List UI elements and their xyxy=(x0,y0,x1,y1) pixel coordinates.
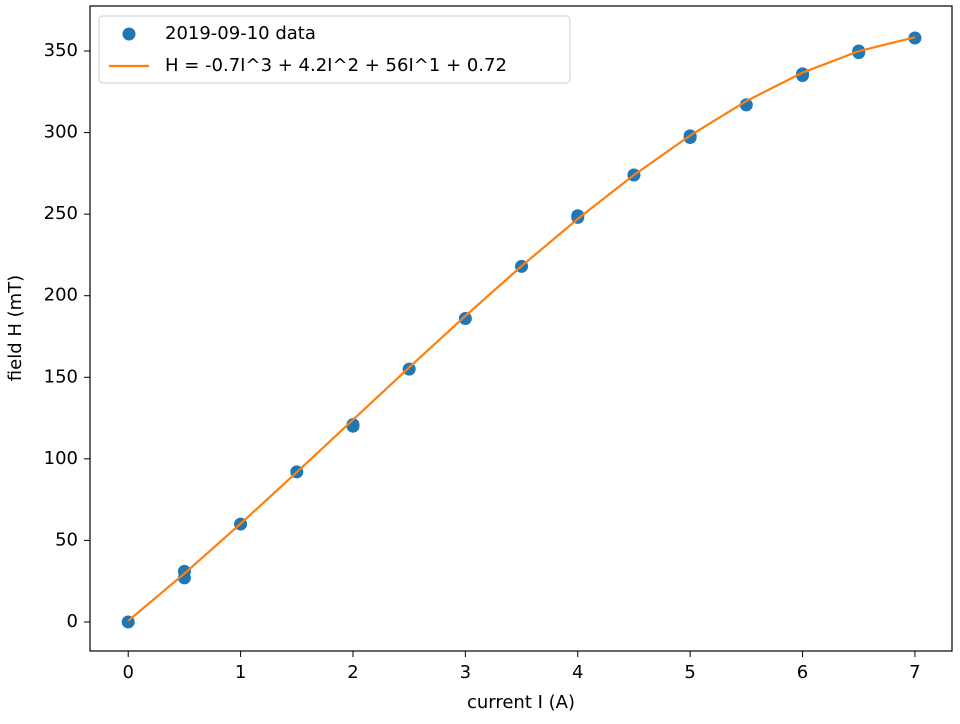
y-axis-label: field H (mT) xyxy=(5,275,26,381)
legend-label: 2019-09-10 data xyxy=(165,23,316,44)
x-tick-label: 2 xyxy=(347,662,358,683)
legend-marker xyxy=(122,27,136,41)
legend-label: H = -0.7I^3 + 4.2I^2 + 56I^1 + 0.72 xyxy=(165,55,507,76)
y-tick-label: 0 xyxy=(67,611,78,632)
legend-box xyxy=(98,15,571,84)
x-tick-label: 1 xyxy=(235,662,246,683)
data-point xyxy=(346,419,360,433)
y-tick-label: 250 xyxy=(44,203,78,224)
y-tick-label: 300 xyxy=(44,122,78,143)
y-tick-label: 350 xyxy=(44,40,78,61)
x-tick-label: 6 xyxy=(797,662,808,683)
x-axis-label: current I (A) xyxy=(467,692,575,713)
plot-frame xyxy=(89,5,953,652)
y-tick-label: 200 xyxy=(44,285,78,306)
x-tick-label: 7 xyxy=(909,662,920,683)
x-tick-label: 5 xyxy=(684,662,695,683)
x-tick-label: 3 xyxy=(460,662,471,683)
fit-line xyxy=(127,36,916,622)
y-tick-label: 100 xyxy=(44,448,78,469)
x-tick-label: 0 xyxy=(122,662,133,683)
data-point xyxy=(458,312,472,326)
data-point xyxy=(177,571,191,585)
y-tick-label: 50 xyxy=(55,529,78,550)
data-point xyxy=(739,98,753,112)
y-tick-label: 150 xyxy=(44,366,78,387)
x-tick-label: 4 xyxy=(572,662,583,683)
